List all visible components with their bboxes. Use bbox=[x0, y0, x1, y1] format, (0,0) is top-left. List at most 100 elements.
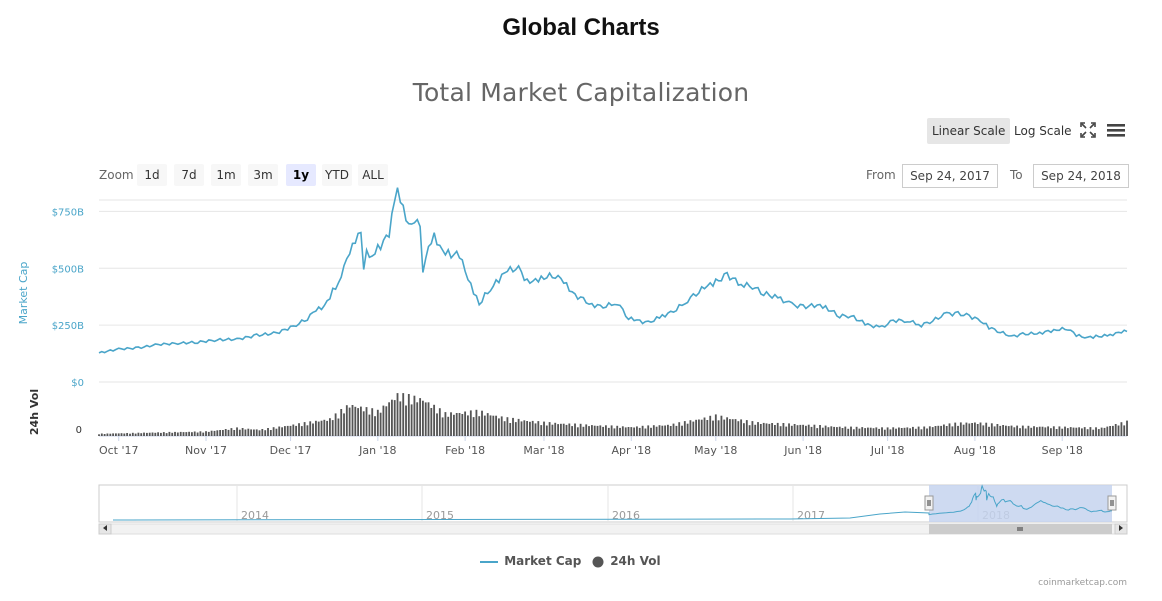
volume-bar bbox=[1109, 426, 1112, 436]
zoom-1m-button[interactable]: 1m bbox=[211, 164, 241, 186]
volume-bar bbox=[988, 426, 990, 436]
zoom-ytd-button[interactable]: YTD bbox=[322, 164, 352, 186]
volume-bar bbox=[174, 431, 176, 436]
volume-bar bbox=[498, 418, 500, 436]
volume-bar bbox=[906, 427, 909, 436]
menu-icon[interactable] bbox=[1106, 122, 1126, 138]
volume-bar bbox=[712, 420, 714, 436]
volume-bar bbox=[1086, 429, 1089, 436]
y-tick-label: $250B bbox=[52, 321, 84, 332]
volume-bar bbox=[306, 425, 309, 436]
volume-bar bbox=[244, 429, 247, 436]
x-tick-label: Sep '18 bbox=[1042, 444, 1083, 457]
navigator-handle-left[interactable] bbox=[924, 495, 934, 511]
volume-bar bbox=[976, 424, 979, 436]
volume-bar bbox=[751, 421, 754, 436]
legend-item-market-cap[interactable]: Market Cap bbox=[480, 554, 581, 568]
log-scale-button[interactable]: Log Scale bbox=[1014, 124, 1072, 138]
volume-bar bbox=[109, 433, 112, 436]
vol-axis-title: 24h Vol bbox=[28, 389, 41, 435]
volume-bar bbox=[1103, 427, 1106, 436]
volume-bar bbox=[168, 431, 171, 436]
volume-bar bbox=[205, 431, 207, 436]
volume-bar bbox=[576, 427, 579, 436]
volume-bar bbox=[191, 432, 193, 436]
volume-bar bbox=[607, 427, 610, 436]
legend-item-volume[interactable]: 24h Vol bbox=[592, 554, 661, 568]
volume-bar bbox=[664, 425, 667, 436]
volume-bar bbox=[943, 424, 945, 436]
volume-bar bbox=[258, 430, 261, 436]
linear-scale-button[interactable]: Linear Scale bbox=[927, 118, 1011, 144]
volume-bar bbox=[475, 409, 478, 436]
volume-bar bbox=[928, 426, 931, 436]
legend-line-icon bbox=[480, 560, 498, 563]
volume-bar bbox=[224, 429, 227, 436]
volume-bar bbox=[776, 422, 779, 436]
legend-label-volume: 24h Vol bbox=[610, 554, 661, 568]
volume-bar bbox=[379, 412, 382, 436]
volume-bar bbox=[585, 424, 588, 436]
navigator-year-label: 2016 bbox=[612, 509, 640, 522]
volume-bar bbox=[917, 426, 920, 436]
to-date-input[interactable]: Sep 24, 2018 bbox=[1033, 164, 1129, 188]
volume-bar bbox=[661, 425, 664, 436]
volume-bar bbox=[1052, 426, 1055, 436]
volume-bar bbox=[689, 420, 692, 436]
volume-bar bbox=[371, 408, 374, 436]
volume-bar bbox=[529, 421, 531, 436]
volume-bar bbox=[295, 425, 298, 436]
volume-bar bbox=[317, 421, 320, 436]
volume-bar bbox=[368, 414, 371, 436]
volume-bar bbox=[759, 424, 762, 436]
volume-bar bbox=[841, 428, 844, 436]
zoom-all-button[interactable]: ALL bbox=[358, 164, 388, 186]
volume-bar bbox=[703, 417, 706, 436]
volume-bar bbox=[1106, 426, 1109, 436]
volume-bar bbox=[196, 432, 199, 436]
zoom-7d-button[interactable]: 7d bbox=[174, 164, 204, 186]
volume-bar bbox=[162, 432, 165, 436]
zoom-1y-button[interactable]: 1y bbox=[286, 164, 316, 186]
navigator-year-label: 2017 bbox=[797, 509, 825, 522]
volume-bar bbox=[467, 415, 469, 436]
volume-bar bbox=[1010, 425, 1013, 436]
credits[interactable]: coinmarketcap.com bbox=[1038, 578, 1127, 588]
volume-bar bbox=[453, 414, 455, 436]
volume-bar bbox=[993, 426, 996, 436]
volume-bar bbox=[729, 419, 731, 436]
volume-bar bbox=[123, 433, 126, 436]
navigator-selection[interactable] bbox=[929, 485, 1112, 522]
volume-bar bbox=[238, 429, 241, 436]
volume-bar bbox=[540, 425, 543, 436]
zoom-3m-button[interactable]: 3m bbox=[248, 164, 278, 186]
volume-bar bbox=[968, 423, 971, 436]
volume-bar bbox=[709, 415, 712, 436]
volume-bar bbox=[329, 418, 331, 436]
volume-bar bbox=[433, 404, 436, 436]
navigator-handle-right[interactable] bbox=[1107, 495, 1117, 511]
volume-bar bbox=[999, 425, 1002, 436]
volume-bar bbox=[762, 422, 765, 436]
volume-bar bbox=[717, 420, 720, 436]
volume-bar bbox=[757, 422, 759, 436]
volume-bar bbox=[193, 431, 196, 436]
volume-bar bbox=[523, 420, 526, 436]
volume-bar bbox=[706, 420, 709, 436]
volume-bar bbox=[945, 426, 948, 436]
y-tick-label: $0 bbox=[71, 378, 84, 389]
zoom-1d-button[interactable]: 1d bbox=[137, 164, 167, 186]
volume-bar bbox=[833, 426, 836, 436]
volume-bar bbox=[337, 418, 340, 436]
volume-bar bbox=[345, 405, 348, 436]
fullscreen-icon[interactable] bbox=[1080, 122, 1096, 138]
volume-bar bbox=[312, 423, 314, 436]
volume-bar bbox=[1013, 427, 1016, 436]
volume-bar bbox=[520, 421, 523, 436]
volume-bar bbox=[802, 424, 805, 436]
from-date-input[interactable]: Sep 24, 2017 bbox=[902, 164, 998, 188]
volume-bar bbox=[883, 429, 886, 436]
volume-bar bbox=[362, 411, 365, 436]
volume-bar bbox=[1044, 427, 1047, 436]
